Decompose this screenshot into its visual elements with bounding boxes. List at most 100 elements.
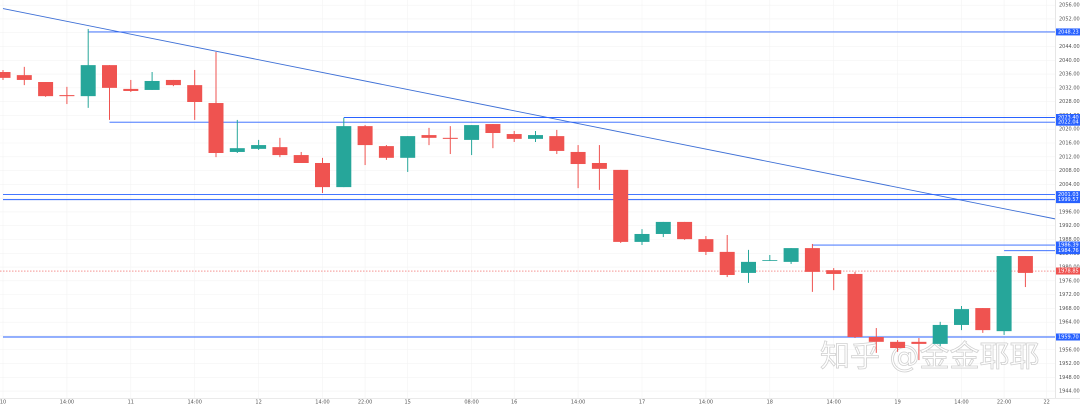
y-tick-label: 2056.00 [1059,3,1080,9]
candle-body [634,233,650,242]
candle-body [144,80,160,90]
candle-body [485,124,501,134]
last-price-label: 1978.85 [1058,269,1079,275]
y-tick-label: 2032.00 [1059,85,1080,91]
candle-body [783,248,799,262]
y-tick-label: 2052.00 [1059,16,1080,22]
candle-body [804,248,820,272]
y-tick-label: 1952.00 [1059,361,1080,367]
candle-body [890,341,906,349]
candle-body [762,260,778,261]
candle-body [229,148,245,152]
x-tick-label: 22:00 [997,400,1011,405]
x-tick-label: 12 [255,400,261,405]
candle-body [123,88,139,91]
y-tick-label: 1964.00 [1059,320,1080,326]
y-tick-label: 1992.00 [1059,223,1080,229]
x-tick-label: 14:00 [571,400,585,405]
candle-body [293,155,309,163]
candle-body [165,79,181,86]
candle-body [591,162,607,169]
y-tick-label: 1988.00 [1059,237,1080,243]
candle-body [336,126,352,188]
candle-body [38,82,54,97]
x-tick-label: 15 [405,400,411,405]
candle-body [421,135,437,138]
candle-body [272,147,288,156]
candle-body [0,72,11,78]
candle-body [975,308,991,331]
candle-body [698,239,714,252]
y-tick-label: 2016.00 [1059,141,1080,147]
y-tick-label: 2040.00 [1059,58,1080,64]
x-tick-label: 10 [0,400,6,405]
level-label-box [1056,333,1080,341]
candle-body [868,337,884,342]
x-tick-label: 22:00 [358,400,372,405]
candle-body [655,221,671,234]
trendline-extension [1025,212,1056,220]
candle-body [378,146,394,158]
candle-body [911,341,927,344]
level-label-box [1056,191,1080,199]
x-tick-label: 11 [128,400,134,405]
candle-body [1017,256,1033,273]
candle-body [251,145,267,149]
x-tick-label: 16 [511,400,517,405]
last-price-box [1056,267,1080,275]
candle-body [80,65,96,97]
x-tick-label: 14:00 [60,400,74,405]
candle-body [442,137,458,139]
y-tick-label: 2004.00 [1059,182,1080,188]
x-tick-label: 14:00 [826,400,840,405]
candle-body [613,169,629,242]
candle-body [16,75,32,80]
level-label: 1986.39 [1058,243,1079,249]
level-label: 1959.70 [1058,335,1079,341]
y-tick-label: 2028.00 [1059,99,1080,105]
watermark: 知乎 @金金耶耶 [820,340,1040,375]
candle-body [847,273,863,338]
candle-body [59,95,75,97]
x-tick-label: 08:00 [464,400,478,405]
candle-body [549,136,565,151]
y-tick-label: 2020.00 [1059,127,1080,133]
level-label-box [1056,118,1080,126]
level-label-box [1056,28,1080,36]
candle-body [357,126,373,146]
x-tick-label: 14:00 [315,400,329,405]
level-label: 2001.03 [1058,192,1079,198]
level-label: 2048.23 [1058,29,1079,35]
candle-body [677,221,693,240]
level-label: 2022.04 [1058,120,1079,126]
candle-body [932,324,948,344]
candle-body [719,251,735,275]
trendline [2,8,1026,214]
candle-body [506,134,522,139]
candle-body [315,162,330,188]
y-tick-label: 1948.00 [1059,375,1080,381]
level-label: 1999.57 [1058,197,1079,203]
x-tick-label: 14:00 [699,400,713,405]
y-tick-label: 1956.00 [1059,347,1080,353]
level-label-box [1056,196,1080,204]
x-tick-label: 18 [767,400,773,405]
y-tick-label: 1968.00 [1059,306,1080,312]
candle-body [208,103,224,153]
y-tick-label: 1976.00 [1059,278,1080,284]
y-tick-label: 2044.00 [1059,44,1080,50]
candle-body [400,136,416,158]
candle-body [996,256,1012,332]
y-tick-label: 1944.00 [1059,389,1080,395]
y-tick-label: 2012.00 [1059,154,1080,160]
level-label: 1984.76 [1058,248,1079,254]
level-label-box [1056,241,1080,249]
y-tick-label: 2036.00 [1059,72,1080,78]
x-tick-label: 22 [1044,400,1050,405]
candle-body [187,85,203,102]
y-tick-label: 2008.00 [1059,168,1080,174]
level-label: 2023.40 [1058,115,1079,121]
